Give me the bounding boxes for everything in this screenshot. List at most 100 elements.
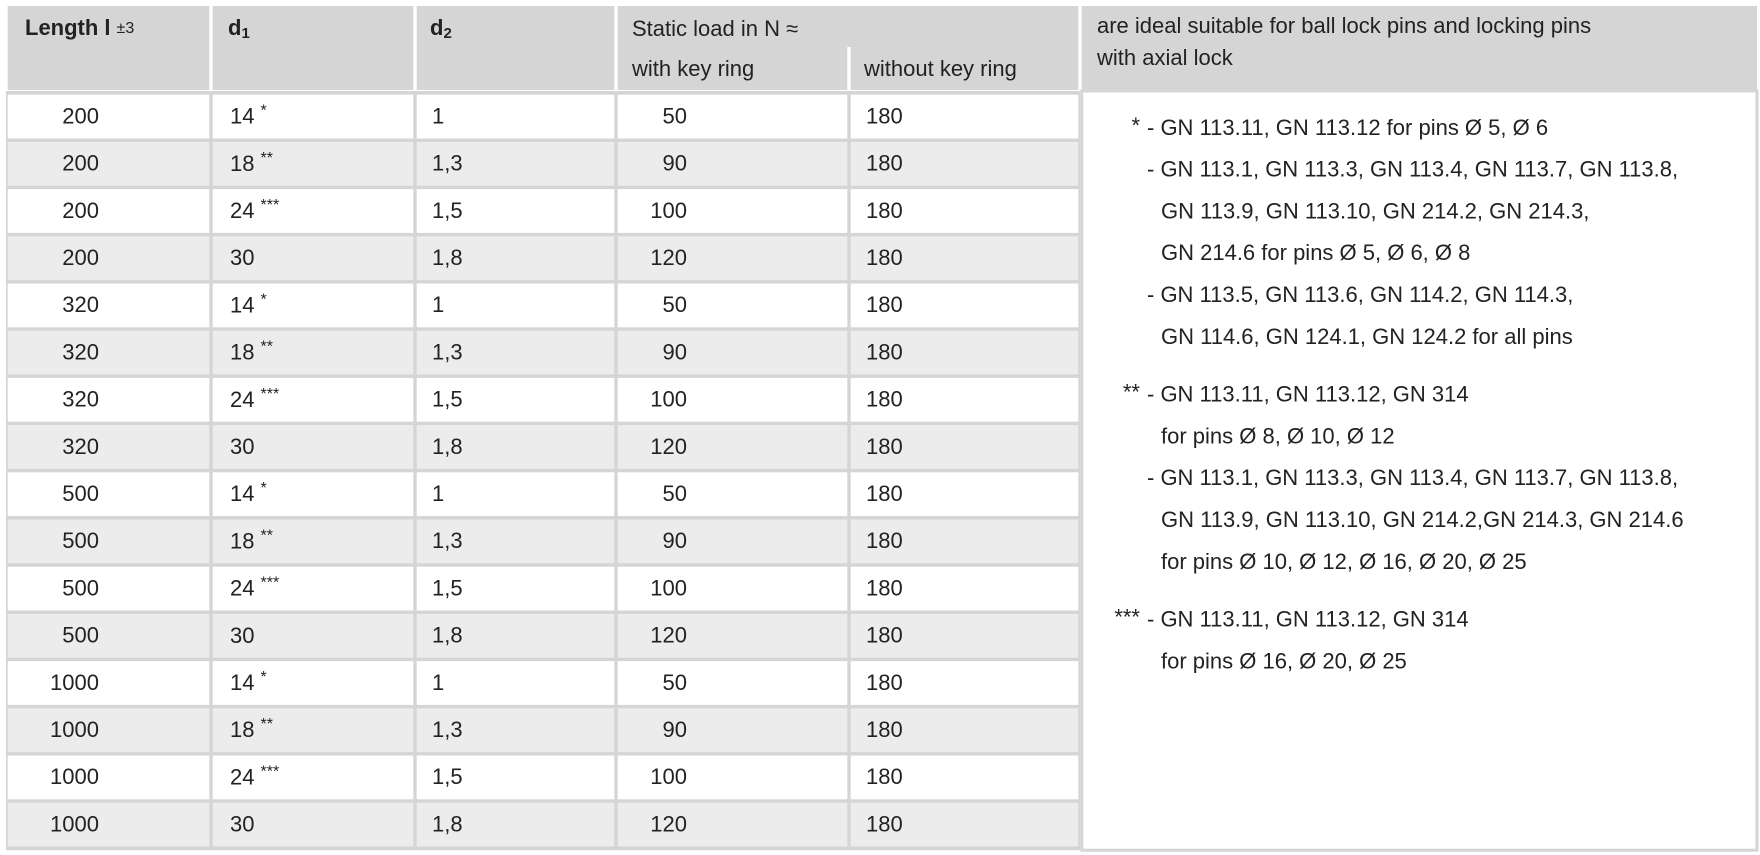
- cell-d1-value: 18: [230, 151, 254, 176]
- table-cell: [416, 425, 615, 469]
- table-cell: [7, 330, 210, 375]
- table-cell: [212, 613, 414, 658]
- table-cell: [212, 189, 414, 233]
- cell-with: 90: [663, 717, 687, 742]
- cell-d1: 24 ***: [230, 386, 279, 412]
- cell-d1-value: 14: [230, 670, 254, 695]
- cell-l: 320: [62, 339, 99, 364]
- cell-without: 180: [866, 717, 903, 742]
- cell-with: 50: [663, 670, 687, 695]
- table-cell: [850, 708, 1079, 753]
- note-line: - GN 113.11, GN 113.12, GN 314: [1147, 382, 1469, 407]
- header-cell: [212, 6, 414, 90]
- table-cell: [850, 802, 1079, 847]
- cell-d2: 1,8: [432, 811, 463, 836]
- cell-l: 1000: [50, 811, 99, 836]
- cell-d1-value: 24: [230, 198, 254, 223]
- table-cell: [850, 425, 1079, 469]
- header-cell: [7, 6, 210, 90]
- table-cell: [617, 141, 848, 186]
- cell-l: 200: [62, 103, 99, 128]
- header-length: Length l ±3: [25, 15, 134, 40]
- cell-with: 120: [650, 811, 687, 836]
- table-cell: [617, 189, 848, 233]
- cell-l: 500: [62, 528, 99, 553]
- cell-d1-value: 24: [230, 575, 254, 600]
- table-cell: [7, 236, 210, 281]
- cell-d1: 18 **: [230, 150, 273, 176]
- table-cell: [617, 425, 848, 469]
- header-d1-sub: 1: [241, 25, 249, 42]
- cell-d1: 18 **: [230, 339, 273, 365]
- note-line: for pins Ø 8, Ø 10, Ø 12: [1161, 423, 1395, 448]
- table-cell: [416, 802, 615, 847]
- cell-without: 180: [866, 198, 903, 223]
- cell-d1-mark: ***: [260, 386, 279, 403]
- cell-d2: 1: [432, 670, 444, 695]
- cell-d2: 1: [432, 481, 444, 506]
- table-cell: [617, 613, 848, 658]
- table-cell: [850, 661, 1079, 705]
- table-cell: [617, 755, 848, 800]
- cell-d1-mark: *: [260, 669, 266, 686]
- table-cell: [617, 236, 848, 281]
- note-line: - GN 113.1, GN 113.3, GN 113.4, GN 113.7…: [1147, 157, 1678, 182]
- table-cell: [7, 141, 210, 186]
- cell-d2: 1,5: [432, 575, 463, 600]
- cell-with: 50: [663, 103, 687, 128]
- table-cell: [850, 519, 1079, 564]
- cell-d1-mark: **: [260, 150, 272, 167]
- table-cell: [617, 472, 848, 517]
- note-marker: *: [1131, 113, 1140, 138]
- cell-d1-mark: ***: [260, 575, 279, 592]
- cell-without: 180: [866, 245, 903, 270]
- table-cell: [212, 566, 414, 611]
- cell-d1: 18 **: [230, 528, 273, 554]
- table-cell: [7, 708, 210, 753]
- cell-l: 200: [62, 198, 99, 223]
- cell-d1-mark: ***: [260, 764, 279, 781]
- table-cell: [212, 377, 414, 422]
- note-panel: [1080, 89, 1759, 852]
- table-cell: [850, 613, 1079, 658]
- note-line: for pins Ø 10, Ø 12, Ø 16, Ø 20, Ø 25: [1161, 549, 1527, 574]
- note-line: - GN 113.5, GN 113.6, GN 114.2, GN 114.3…: [1147, 282, 1573, 307]
- table-cell: [416, 661, 615, 705]
- cell-l: 320: [62, 387, 99, 412]
- note-line: for pins Ø 16, Ø 20, Ø 25: [1161, 648, 1407, 673]
- table-cell: [850, 566, 1079, 611]
- table-cell: [416, 519, 615, 564]
- cell-d1: 14 *: [230, 669, 267, 695]
- table-cell: [617, 330, 848, 375]
- cell-without: 180: [866, 434, 903, 459]
- table-cell: [850, 236, 1079, 281]
- cell-d1-value: 24: [230, 387, 254, 412]
- table-cell: [212, 141, 414, 186]
- note-line: - GN 113.1, GN 113.3, GN 113.4, GN 113.7…: [1147, 465, 1678, 490]
- table-cell: [850, 189, 1079, 233]
- table-cell: [7, 472, 210, 517]
- cell-d1: 18 **: [230, 716, 273, 742]
- cell-d1-mark: *: [260, 480, 266, 497]
- table-cell: [617, 802, 848, 847]
- table-cell: [850, 94, 1079, 139]
- cell-d1: 24 ***: [230, 575, 279, 601]
- cell-d2: 1,3: [432, 717, 463, 742]
- cell-d1-value: 30: [230, 434, 254, 459]
- cell-d1-mark: *: [260, 103, 266, 120]
- table-cell: [617, 519, 848, 564]
- table-cell: [850, 141, 1079, 186]
- table-cell: [416, 330, 615, 375]
- table-cell: [617, 283, 848, 328]
- cell-with: 90: [663, 528, 687, 553]
- table-cell: [7, 661, 210, 705]
- note-line: GN 113.9, GN 113.10, GN 214.2,GN 214.3, …: [1161, 507, 1684, 532]
- note-line: GN 214.6 for pins Ø 5, Ø 6, Ø 8: [1161, 240, 1470, 265]
- table-cell: [416, 377, 615, 422]
- cell-without: 180: [866, 387, 903, 412]
- note-line: - GN 113.11, GN 113.12, GN 314: [1147, 607, 1469, 632]
- table-cell: [212, 472, 414, 517]
- table-cell: [617, 94, 848, 139]
- cell-d2: 1,8: [432, 434, 463, 459]
